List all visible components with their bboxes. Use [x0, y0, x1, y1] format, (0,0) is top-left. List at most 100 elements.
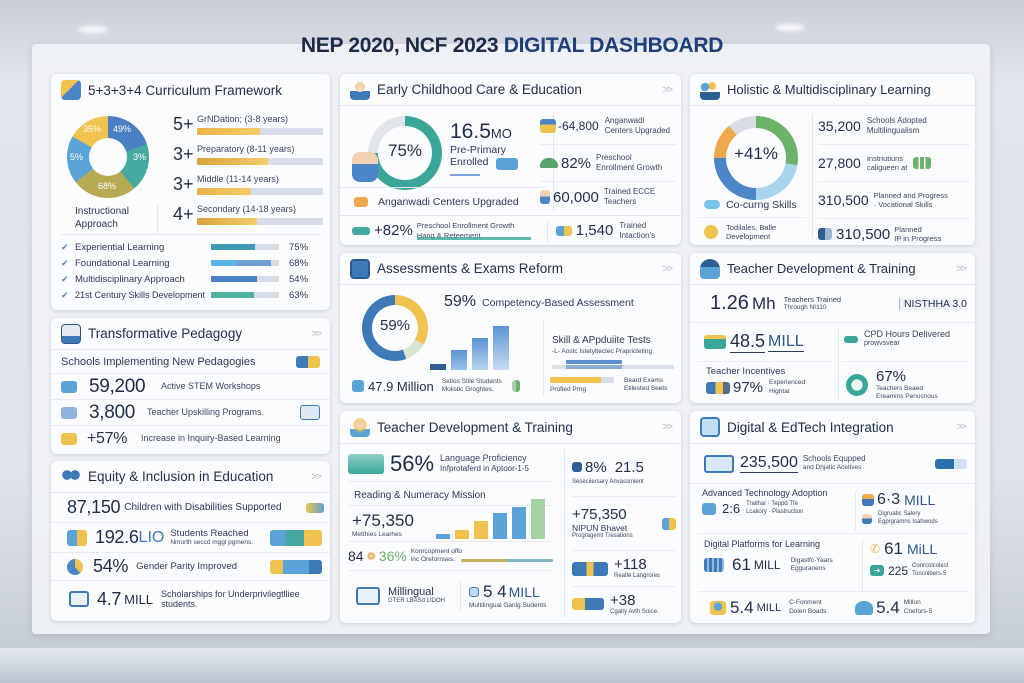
donut-caption: Instructional Approach	[75, 206, 129, 230]
metric-value: 6·3	[877, 491, 901, 508]
lotus-icon: ❁	[366, 550, 376, 563]
metric-value: +75,350	[572, 506, 627, 524]
metric-unit: MO	[490, 126, 512, 141]
train-icon	[572, 598, 604, 610]
metric-value: +118	[614, 556, 647, 574]
folder-icon	[354, 196, 368, 207]
schools-icon	[296, 355, 320, 368]
metric-value: 235,500	[740, 454, 798, 473]
metric-value: 1.26	[710, 292, 749, 314]
ceiling-light	[775, 24, 805, 31]
expand-chevron-icon[interactable]: >>	[662, 83, 673, 96]
mission-bar-chart	[436, 497, 556, 539]
skill-title: Skill & APpduiite Tests	[552, 335, 651, 346]
approach-label: Foundational Learning	[75, 257, 170, 269]
chart-icon	[844, 335, 858, 343]
metric-value: 5.4	[730, 597, 754, 617]
stage-progress	[197, 128, 323, 136]
equity-row: 192.6 LIO Students Reached Nmorth seccd m…	[51, 523, 330, 553]
holistic-card[interactable]: Holistic & Multidisciplinary Learning +4…	[690, 74, 975, 245]
metric-label: prowvsvear	[864, 340, 900, 348]
chart-bar	[451, 350, 467, 370]
mission-metric: +75,350 Metthies Learhes	[352, 511, 414, 539]
metric-value: +75,350	[352, 511, 414, 530]
metric-unit: MILL	[756, 601, 782, 614]
card-title: Holistic & Multidisciplinary Learning	[727, 82, 931, 97]
ecce-metric-row: 82% Preschool Enrollment Growth	[540, 145, 676, 182]
donut-label: 68%	[98, 181, 117, 191]
monitor-icon	[704, 454, 734, 473]
expand-chevron-icon[interactable]: >>	[956, 262, 967, 275]
metric-label: Metthies Learhes	[352, 531, 402, 538]
chart-bar	[472, 338, 488, 370]
metric-label: Through NI110	[783, 304, 827, 312]
digital-edtech-card[interactable]: Digital & EdTech Integration >> 235,500 …	[690, 411, 975, 623]
ruler-icon	[61, 406, 77, 419]
approach-value: 63%	[289, 289, 309, 301]
metric-value: 1,540	[575, 222, 614, 239]
metric-label: Students Reached	[170, 527, 249, 539]
card-title: Equity & Inclusion in Education	[88, 469, 274, 484]
approach-bar	[211, 260, 279, 266]
stage-number: 5+	[173, 114, 194, 134]
curriculum-card[interactable]: 5+3+3+4 Curriculum Framework 49% 3% 68% …	[51, 74, 330, 310]
growth-chart-icon	[913, 157, 932, 169]
check-icon: ✔	[61, 273, 69, 284]
metric-label: Preschool	[596, 153, 632, 162]
metric-label: Profied Prng	[550, 386, 587, 393]
metric-value: 67%	[876, 368, 907, 385]
metric-label: C-Fonment	[789, 599, 822, 607]
metric-label: Gender Parity Improved	[136, 561, 237, 572]
plus38-metric: +38 Cgalty Avth Soice.	[572, 587, 676, 621]
metric-value: 4.7	[97, 588, 122, 609]
anganwadi-icon	[540, 119, 556, 133]
expand-chevron-icon[interactable]: >>	[662, 421, 673, 433]
assessment-donut: 59%	[362, 295, 428, 361]
metric-label: Planned and Progress	[873, 190, 948, 200]
metric-label: Teachers Trained	[783, 294, 842, 304]
metric-label: Cnefors-5	[903, 607, 933, 615]
metric-unit: Mh	[751, 293, 776, 313]
pedagogy-card[interactable]: Transformative Pedagogy >> Schools Imple…	[51, 318, 330, 454]
donut-label: 5%	[70, 152, 84, 162]
skill-tests: Skill & APpduiite Tests -L- Aostc Istety…	[552, 335, 674, 370]
card-title: Assessments & Exams Reform	[377, 261, 564, 276]
metric-label: Egguranens	[790, 565, 826, 572]
metric-label: Egprgramns Isahwods	[878, 518, 938, 525]
umbrella-icon	[855, 600, 874, 615]
expand-chevron-icon[interactable]: >>	[956, 421, 967, 433]
growth-icon	[540, 158, 558, 168]
mission-title: Reading & Numeracy Mission	[354, 490, 486, 501]
metric-label: Anganwadi	[604, 116, 645, 125]
metric-value: 97%	[733, 379, 764, 396]
metric-value: 82%	[561, 154, 592, 172]
metric-label: Setios Stile Students	[441, 377, 502, 385]
teacher-development-card[interactable]: Teacher Development & Training >> 1.26 M…	[690, 253, 975, 403]
foundational-card[interactable]: Teacher Development & Training >> 56% La…	[340, 411, 681, 623]
metric-value: 59%	[444, 293, 477, 310]
metric-value: 5 4	[483, 581, 507, 601]
metric-value: 192.6	[95, 527, 139, 547]
metric-label: Etilested Seets	[624, 385, 668, 393]
metric-label: Competency-Based Assessment	[482, 297, 634, 309]
expand-chevron-icon[interactable]: >>	[662, 262, 673, 275]
bus-icon	[572, 561, 608, 576]
metric-label: Experienced	[769, 379, 806, 387]
check-icon: ✔	[61, 289, 69, 300]
metric-value: 47.9 Million	[368, 378, 434, 394]
assessment-card[interactable]: Assessments & Exams Reform >> 59% 59% Co…	[340, 253, 681, 403]
expand-chevron-icon[interactable]: >>	[311, 470, 322, 483]
expand-chevron-icon[interactable]: >>	[311, 327, 322, 340]
equity-card[interactable]: Equity & Inclusion in Education >> 87,15…	[51, 461, 330, 621]
ecce-card[interactable]: Early Childhood Care & Education >> 75% …	[340, 74, 681, 245]
metric-label: Enrolled	[450, 156, 489, 168]
metric-unit: MILL	[768, 332, 804, 352]
donut-label: 3%	[133, 152, 147, 162]
donut-value: +41%	[734, 144, 778, 163]
metric-unit: MiLL	[906, 541, 938, 557]
chart-bar	[430, 364, 446, 370]
metric-sublabel: students.	[161, 599, 198, 609]
metric-label: Hang & Reteement	[416, 230, 481, 240]
group-icon	[352, 226, 370, 235]
metric-value: 54%	[93, 556, 129, 576]
